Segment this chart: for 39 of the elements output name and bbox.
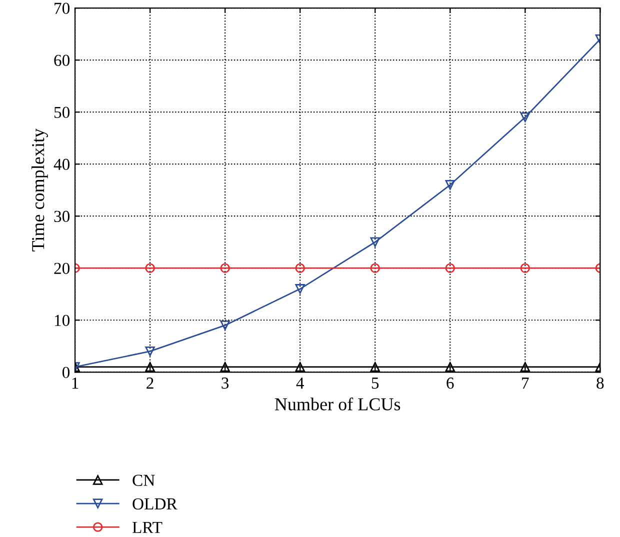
y-tick-label: 20 [54, 262, 70, 274]
y-tick-label: 0 [62, 366, 70, 378]
point [145, 362, 155, 372]
point [295, 362, 305, 372]
point [220, 263, 230, 273]
point [145, 263, 155, 273]
point [370, 263, 380, 273]
y-tick-label: 30 [54, 210, 70, 222]
x-tick-label: 2 [146, 378, 154, 389]
x-tick-label: 8 [596, 377, 604, 389]
y-tick-label: 10 [54, 314, 70, 326]
y-tick-label: 40 [54, 158, 70, 170]
point [445, 180, 455, 190]
x-tick-label: 3 [222, 378, 229, 389]
x-tick-label: 6 [446, 378, 454, 389]
y-tick-label: 60 [54, 54, 70, 66]
point [520, 112, 530, 122]
point [370, 237, 380, 247]
x-axis-title: Number of LCUs [274, 397, 400, 410]
point [220, 362, 230, 372]
y-tick-label: 50 [54, 106, 70, 118]
point [220, 320, 230, 330]
legend-label: OLDR [132, 498, 178, 510]
x-tick-label: 7 [522, 378, 529, 389]
point [520, 362, 530, 372]
point [370, 362, 380, 372]
point [295, 263, 305, 273]
x-tick-label: 1 [72, 378, 78, 389]
point [145, 346, 155, 356]
x-tick-label: 5 [372, 378, 379, 389]
legend-label: CN [132, 474, 155, 486]
point [445, 362, 455, 372]
y-tick-label: 70 [54, 2, 70, 14]
x-tick-label: 4 [296, 378, 304, 389]
legend-label: LRT [132, 522, 162, 533]
point [295, 284, 305, 294]
y-axis-title: Time complexity [32, 128, 48, 252]
point [445, 263, 455, 273]
point [520, 263, 530, 273]
